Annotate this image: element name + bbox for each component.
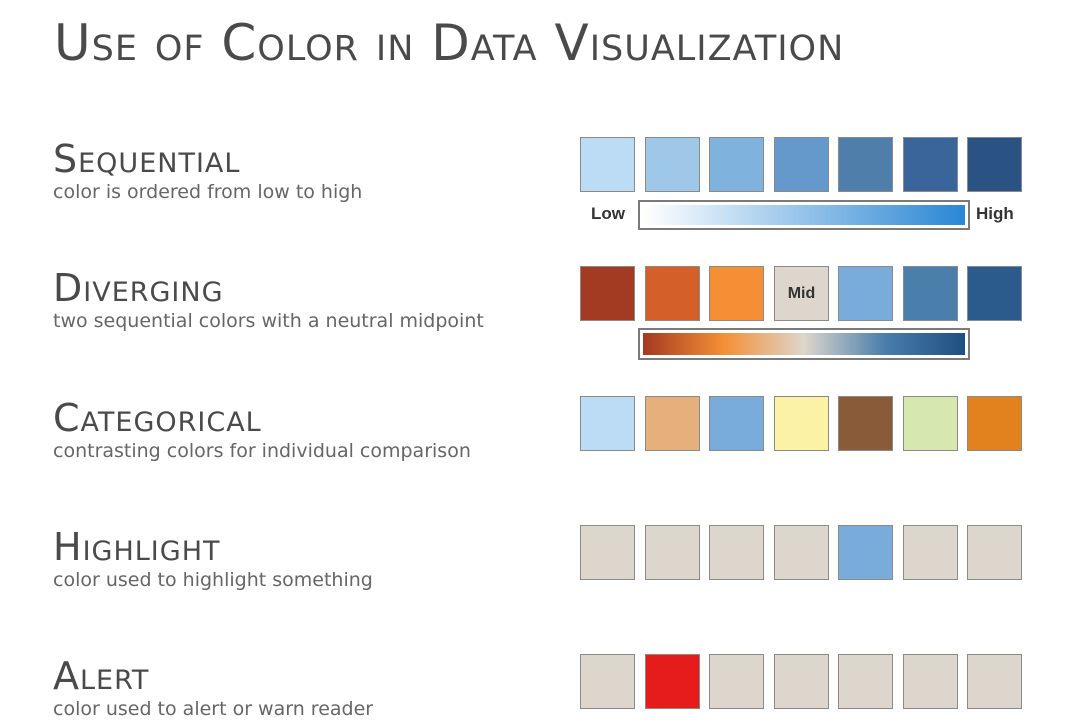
color-swatch xyxy=(838,525,893,580)
color-swatch xyxy=(709,525,764,580)
color-swatch xyxy=(645,396,700,451)
color-swatch xyxy=(967,137,1022,192)
color-swatch xyxy=(838,396,893,451)
section-description: two sequential colors with a neutral mid… xyxy=(53,310,484,332)
section-alert: Alert color used to alert or warn reader xyxy=(0,654,1080,726)
swatch-row xyxy=(580,396,1026,454)
high-label: High xyxy=(976,204,1014,223)
color-swatch xyxy=(709,654,764,709)
color-swatch xyxy=(645,654,700,709)
section-description: contrasting colors for individual compar… xyxy=(53,440,471,462)
swatch-row xyxy=(580,654,1026,712)
section-categorical: Categorical contrasting colors for indiv… xyxy=(0,396,1080,476)
section-description: color used to alert or warn reader xyxy=(53,698,374,720)
section-title: Alert xyxy=(53,654,150,698)
color-swatch xyxy=(774,137,829,192)
diverging-gradient-bar xyxy=(638,328,970,360)
section-title: Highlight xyxy=(53,525,221,569)
page-title: Use of Color in Data Visualization xyxy=(54,14,845,72)
color-swatch xyxy=(967,654,1022,709)
color-swatch xyxy=(903,525,958,580)
color-swatch xyxy=(580,137,635,192)
color-swatch xyxy=(838,266,893,321)
color-swatch xyxy=(580,266,635,321)
color-swatch xyxy=(709,137,764,192)
color-swatch xyxy=(774,525,829,580)
color-swatch xyxy=(774,396,829,451)
section-title: Sequential xyxy=(53,137,241,181)
color-swatch xyxy=(903,396,958,451)
section-highlight: Highlight color used to highlight someth… xyxy=(0,525,1080,605)
sequential-gradient-bar xyxy=(638,200,970,230)
color-swatch xyxy=(709,396,764,451)
color-swatch xyxy=(967,266,1022,321)
section-description: color used to highlight something xyxy=(53,569,373,591)
section-description: color is ordered from low to high xyxy=(53,181,363,203)
color-swatch xyxy=(967,396,1022,451)
mid-label: Mid xyxy=(787,284,816,302)
color-swatch xyxy=(645,137,700,192)
color-swatch xyxy=(645,525,700,580)
swatch-row xyxy=(580,137,1026,195)
gradient-fill xyxy=(643,333,965,355)
color-swatch xyxy=(903,137,958,192)
color-swatch xyxy=(645,266,700,321)
gradient-fill xyxy=(643,205,965,225)
section-title: Categorical xyxy=(53,396,262,440)
color-swatch xyxy=(903,654,958,709)
mid-swatch: Mid xyxy=(774,266,829,321)
color-swatch xyxy=(580,396,635,451)
color-swatch xyxy=(580,525,635,580)
color-swatch xyxy=(838,137,893,192)
color-swatch xyxy=(838,654,893,709)
section-title: Diverging xyxy=(53,266,224,310)
color-swatch xyxy=(903,266,958,321)
color-swatch xyxy=(580,654,635,709)
swatch-row: Mid xyxy=(580,266,1026,324)
color-swatch xyxy=(967,525,1022,580)
color-swatch xyxy=(774,654,829,709)
color-swatch xyxy=(709,266,764,321)
section-diverging: Diverging two sequential colors with a n… xyxy=(0,266,1080,366)
section-sequential: Sequential color is ordered from low to … xyxy=(0,137,1080,237)
swatch-row xyxy=(580,525,1026,583)
low-label: Low xyxy=(591,204,625,223)
